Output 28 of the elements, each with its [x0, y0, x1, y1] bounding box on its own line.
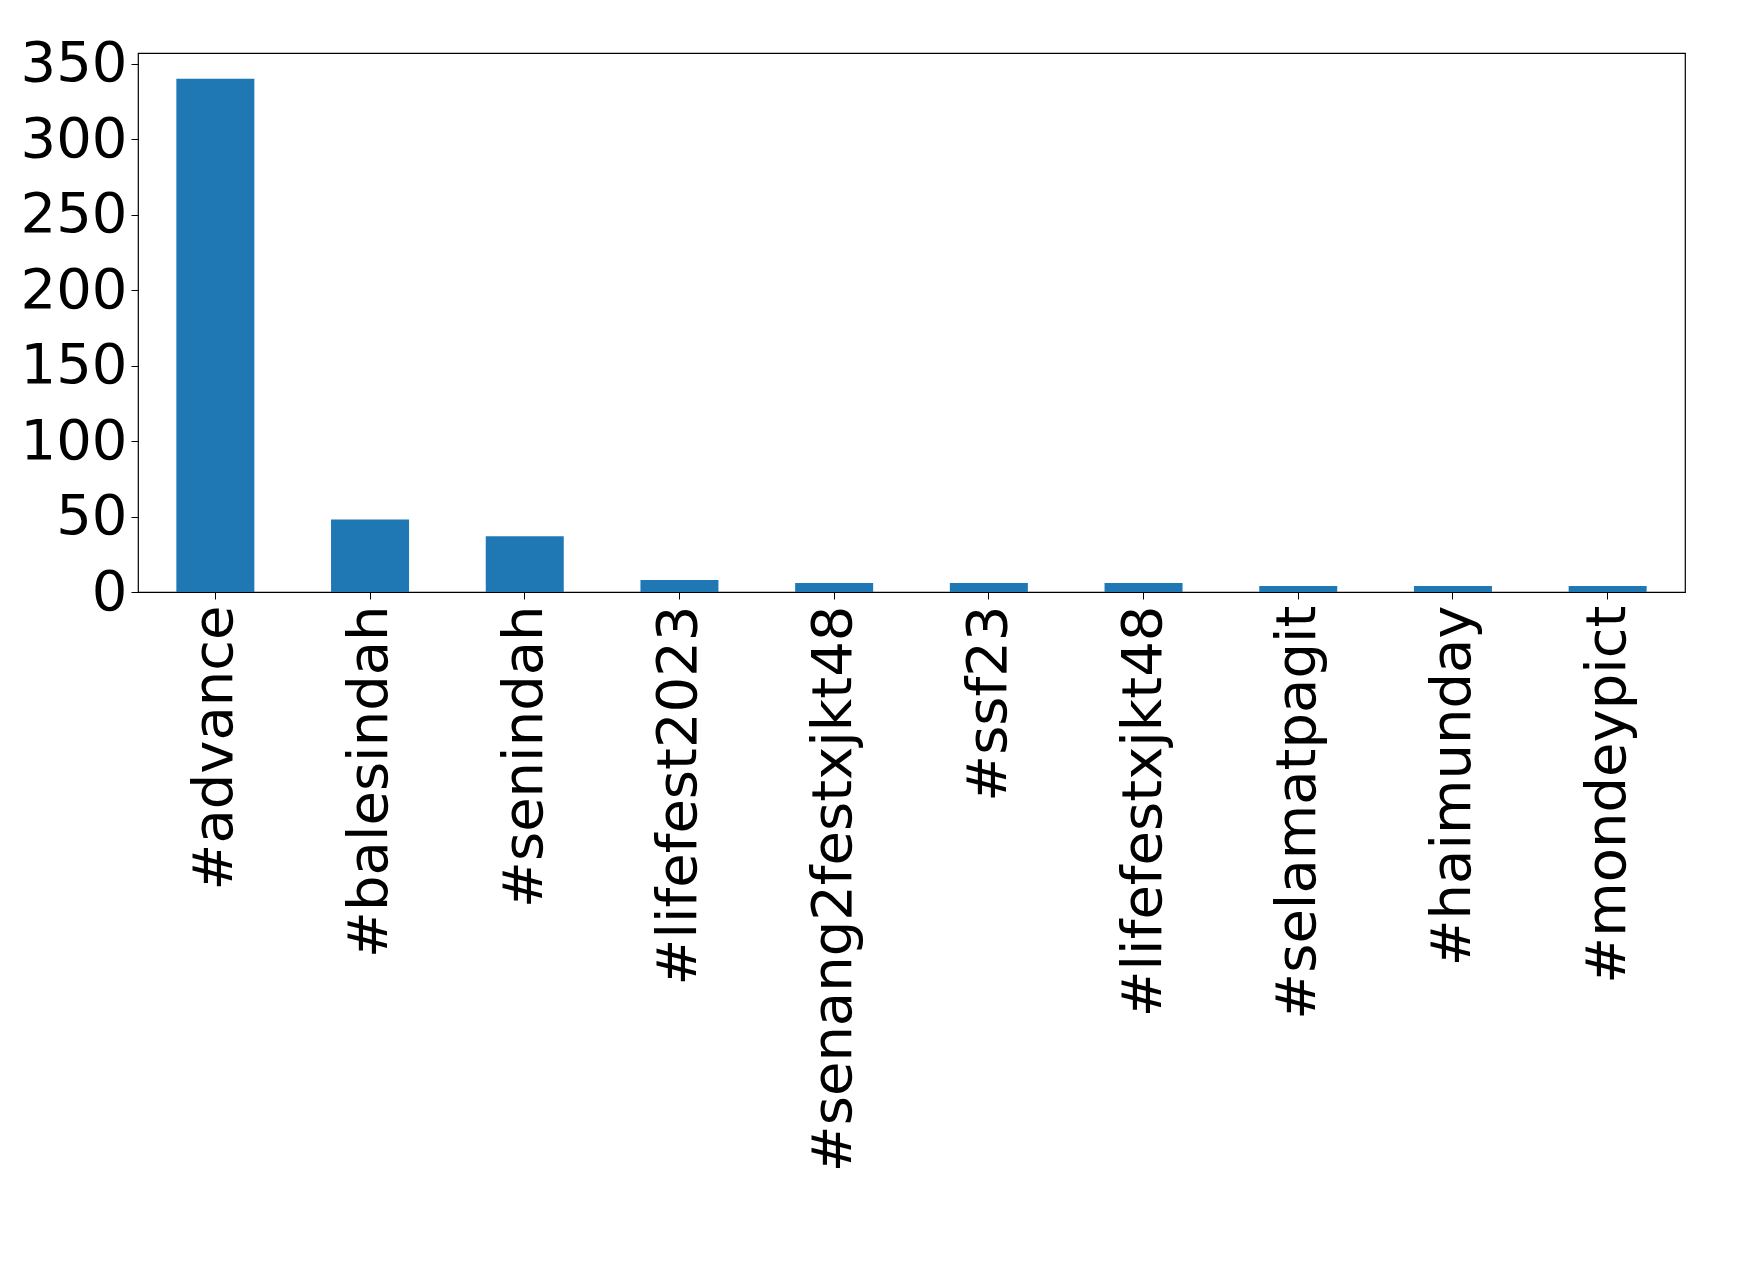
bar: [1104, 582, 1183, 592]
y-tick-label: 150: [20, 331, 128, 397]
bar: [1413, 585, 1492, 592]
x-tick-label: #selamatpagit: [1263, 605, 1329, 1020]
x-tick-label: #ssf23: [953, 605, 1019, 802]
y-tick-label: 200: [20, 255, 128, 321]
x-tick-label: #balesindah: [335, 605, 401, 958]
y-tick-label: 100: [20, 406, 128, 472]
bar: [1259, 585, 1338, 592]
y-tick-label: 350: [20, 29, 128, 95]
x-tick-label: #lifefest2023: [644, 605, 710, 986]
bar: [949, 582, 1028, 592]
bar: [331, 519, 410, 592]
bar: [485, 536, 564, 592]
x-tick-label: #senindah: [489, 605, 555, 908]
bar: [1568, 585, 1647, 592]
y-tick-label: 50: [56, 482, 128, 548]
bar: [640, 579, 719, 592]
x-tick-label: #advance: [180, 605, 246, 891]
bar: [176, 78, 255, 592]
y-tick-label: 300: [20, 104, 128, 170]
x-tick-label: #senang2festxjkt48: [799, 605, 865, 1173]
x-tick-label: #mondeypict: [1572, 605, 1638, 984]
x-tick-label: #lifefestxjkt48: [1108, 605, 1174, 1018]
bar: [795, 582, 874, 592]
y-tick-label: 250: [20, 180, 128, 246]
y-tick-label: 0: [91, 557, 128, 623]
x-tick-label: #haimunday: [1417, 605, 1483, 967]
